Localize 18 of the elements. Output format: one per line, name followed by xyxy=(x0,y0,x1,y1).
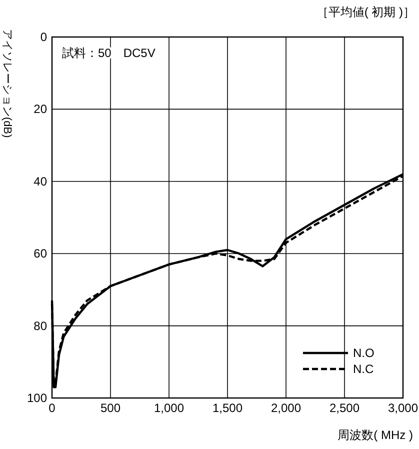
chart-subtitle: ［平均値( 初期 )］ xyxy=(316,5,415,19)
y-axis-title: アイソレーション(dB) xyxy=(1,29,13,138)
x-tick-label: 0 xyxy=(48,401,56,415)
y-tick-label: 0 xyxy=(40,30,48,44)
x-tick-label: 500 xyxy=(100,401,121,415)
legend-label: N.O xyxy=(353,346,374,360)
y-tick-label: 40 xyxy=(34,174,48,188)
x-axis-title: 周波数( MHz ) xyxy=(338,428,413,442)
x-tick-label: 3,000 xyxy=(388,401,418,415)
y-tick-label: 20 xyxy=(34,102,48,116)
legend-label: N.C xyxy=(353,362,374,376)
x-tick-label: 2,500 xyxy=(329,401,360,415)
x-tick-label: 1,000 xyxy=(154,401,184,415)
y-tick-label: 100 xyxy=(26,391,48,405)
x-tick-label: 1,500 xyxy=(212,401,243,415)
y-tick-label: 60 xyxy=(34,246,48,261)
x-tick-label: 2,000 xyxy=(270,401,302,415)
y-tick-label: 80 xyxy=(34,318,48,333)
